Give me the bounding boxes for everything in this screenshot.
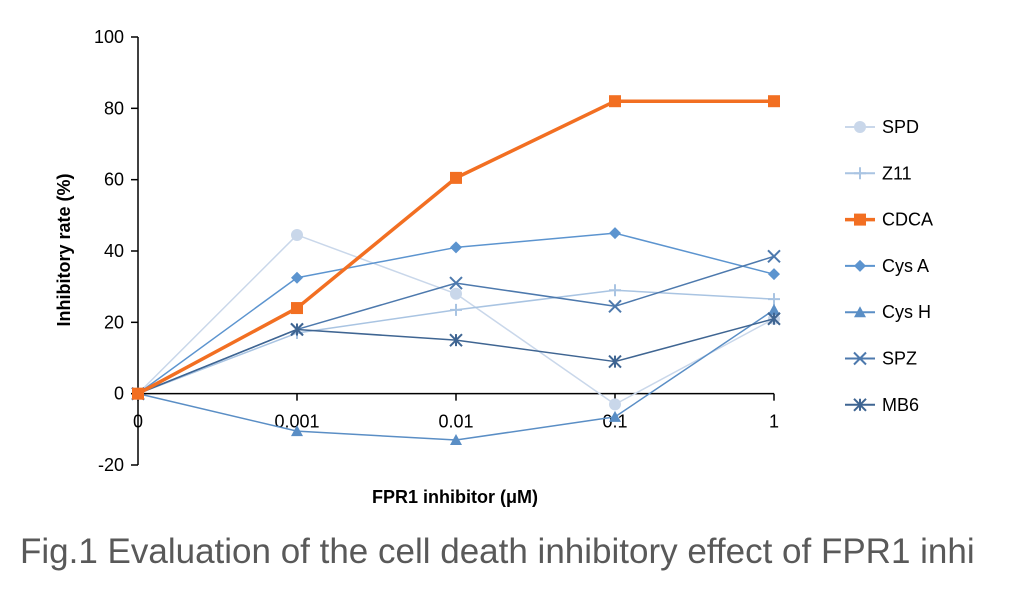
data-point-cys-a — [768, 268, 780, 281]
series-mb6 — [131, 312, 781, 401]
data-point-mb6 — [767, 312, 781, 326]
data-point-cys-a — [609, 227, 621, 240]
data-point-cdca — [291, 302, 303, 315]
x-tick-label: 1 — [769, 412, 779, 432]
series-spd — [132, 228, 780, 411]
legend-label-z11: Z11 — [882, 163, 912, 183]
legend-marker-mb6 — [853, 398, 867, 412]
y-tick-label: -20 — [98, 455, 124, 475]
legend-label-cys-h: Cys H — [882, 302, 931, 322]
data-point-spz — [608, 299, 622, 313]
legend-marker-cdca — [854, 213, 866, 226]
data-point-spz — [449, 276, 463, 290]
legend-item-cys-h: Cys H — [845, 302, 931, 322]
legend-marker-cys-h — [854, 306, 866, 318]
legend-item-z11: Z11 — [845, 163, 912, 183]
legend-label-mb6: MB6 — [882, 395, 919, 415]
data-point-cys-a — [450, 241, 462, 254]
data-point-spd — [609, 398, 621, 411]
x-tick-label: 0.01 — [438, 412, 473, 432]
y-tick-label: 100 — [94, 27, 124, 47]
legend-item-spd: SPD — [845, 117, 919, 137]
legend-marker-spz — [853, 351, 867, 366]
data-point-cys-h — [291, 425, 303, 437]
legend-item-cys-a: Cys A — [845, 256, 929, 276]
figure-caption: Fig.1 Evaluation of the cell death inhib… — [20, 532, 975, 571]
y-axis-title: Inhibitory rate (%) — [54, 173, 74, 326]
legend-label-spz: SPZ — [882, 349, 917, 369]
x-tick-label: 0 — [133, 412, 143, 432]
y-tick-label: 0 — [114, 384, 124, 404]
data-point-cdca — [132, 387, 144, 400]
chart-legend: SPD Z11 CDCA Cys A Cys H SPZ MB6 — [845, 117, 933, 415]
y-tick-label: 80 — [104, 98, 124, 118]
data-point-cdca — [450, 171, 462, 184]
legend-item-mb6: MB6 — [845, 395, 919, 415]
chart-series — [131, 95, 781, 446]
data-point-spz — [767, 249, 781, 264]
data-point-cys-h — [609, 410, 621, 422]
x-axis-title: FPR1 inhibitor (μM) — [372, 487, 538, 507]
legend-item-spz: SPZ — [845, 349, 917, 369]
series-cdca — [132, 95, 780, 400]
data-point-z11 — [609, 284, 621, 297]
data-point-spd — [450, 287, 462, 300]
data-point-mb6 — [608, 354, 622, 369]
data-point-cys-h — [450, 434, 462, 446]
data-point-z11 — [768, 293, 780, 306]
legend-marker-cys-a — [854, 259, 866, 272]
legend-item-cdca: CDCA — [845, 210, 933, 230]
data-point-cdca — [609, 95, 621, 108]
y-tick-label: 20 — [104, 312, 124, 332]
legend-label-spd: SPD — [882, 117, 919, 137]
series-spz — [131, 249, 781, 401]
data-point-cys-a — [291, 271, 303, 284]
legend-marker-spd — [854, 121, 866, 133]
data-point-z11 — [450, 303, 462, 316]
y-tick-label: 40 — [104, 241, 124, 261]
data-point-mb6 — [449, 333, 463, 347]
y-tick-label: 60 — [104, 170, 124, 190]
series-line-spd — [137, 234, 775, 406]
series-line-mb6 — [137, 318, 775, 395]
data-point-spd — [291, 228, 303, 241]
legend-label-cys-a: Cys A — [882, 256, 929, 276]
data-point-cys-h — [768, 303, 780, 315]
data-point-cdca — [768, 95, 780, 108]
legend-label-cdca: CDCA — [882, 210, 933, 230]
x-tick-label: 0.001 — [274, 412, 319, 432]
legend-marker-z11 — [854, 167, 866, 180]
data-point-mb6 — [290, 322, 304, 337]
